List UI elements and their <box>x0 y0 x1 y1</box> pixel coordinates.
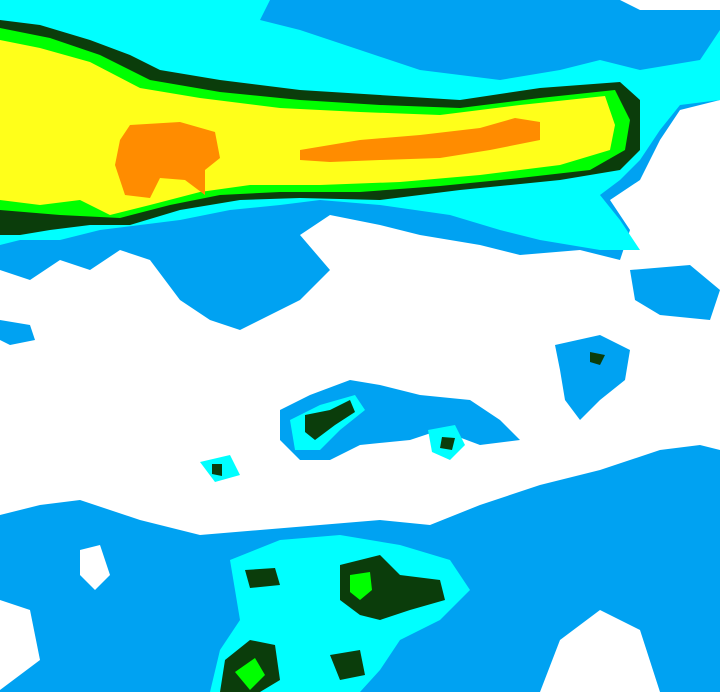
precip-light-northeast <box>630 265 720 320</box>
precip-heavy-south-dark <box>340 555 445 620</box>
precip-heavy-south-dark-2 <box>245 568 280 588</box>
precip-cell-central-core <box>305 400 355 440</box>
gap-south-east <box>540 610 660 692</box>
precip-cell-small-2-core <box>212 464 222 476</box>
precip-extreme-orange-east <box>300 118 540 162</box>
gap-south-west <box>80 545 110 590</box>
precip-extreme-orange-west <box>115 122 220 198</box>
precip-heavy-south-dark-4 <box>330 650 365 680</box>
precip-cell-small-1-core <box>440 437 455 450</box>
gap-south-west-2 <box>0 600 40 690</box>
precip-cell-east-core <box>590 352 605 365</box>
precip-cell-east <box>555 335 630 420</box>
precip-heavy-south-green <box>350 572 372 600</box>
precip-heavy-south-green-3 <box>235 658 265 690</box>
precip-light-west-patch <box>0 320 35 345</box>
